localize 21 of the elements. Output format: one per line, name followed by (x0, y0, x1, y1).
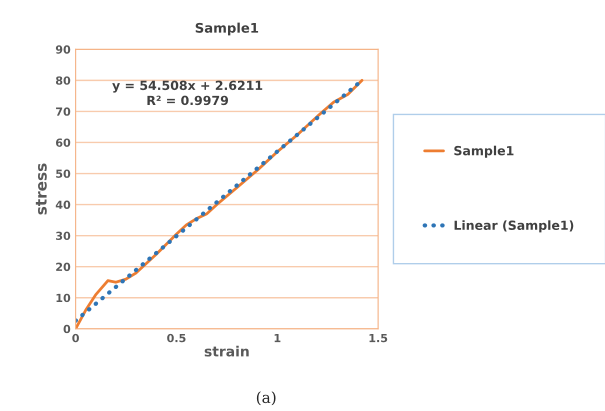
y-tick-label: 90 (56, 45, 70, 54)
y-tick-label: 60 (56, 138, 70, 147)
annotation: y = 54.508x + 2.6211 R² = 0.9979 (112, 80, 262, 106)
legend-label: Sample1 (454, 146, 514, 158)
y-tick-label: 10 (56, 294, 70, 302)
y-tick-label: 50 (56, 170, 70, 178)
y-tick-label: 0 (64, 324, 70, 334)
x-tick-label: 1 (274, 334, 280, 342)
x-tick-label: 0 (72, 334, 79, 342)
y-axis-title: stress (36, 164, 47, 215)
y-tick-label: 40 (56, 200, 70, 209)
x-axis-title: strain (204, 346, 249, 357)
y-tick-label: 70 (56, 107, 70, 116)
x-tick-label: 1.5 (370, 334, 388, 342)
chart-title: Sample1 (196, 22, 258, 36)
y-tick-label: 80 (56, 76, 70, 85)
legend-label: Linear (Sample1) (454, 220, 574, 232)
y-tick-label: 30 (56, 232, 70, 240)
text: (a) (256, 391, 276, 406)
x-tick-label: 0.5 (167, 334, 186, 342)
y-tick-label: 20 (56, 262, 70, 272)
